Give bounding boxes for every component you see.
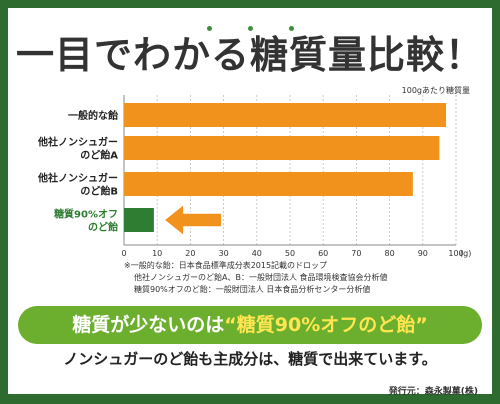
footnote-2: 他社ノンシュガーのど飴A、B：一般財団法人 食品環境検査協会分析値 bbox=[134, 273, 388, 282]
category-label: のど飴B bbox=[80, 185, 118, 198]
arrow-left-icon bbox=[162, 202, 223, 238]
bar bbox=[124, 136, 440, 160]
x-tick-label: 60 bbox=[318, 249, 328, 258]
dot-icon bbox=[206, 26, 212, 31]
unit-note: 100gあたり糖質量 bbox=[401, 86, 470, 95]
x-tick-label: 80 bbox=[385, 249, 395, 258]
publisher: 発行元：森永製菓(株) bbox=[388, 387, 478, 397]
x-tick-label: 0 bbox=[121, 249, 126, 258]
message-banner: 糖質が少ないのは“糖質90%オフのど飴” bbox=[18, 306, 482, 344]
footnote-1: ※一般的な飴：日本食品標準成分表2015記載のドロップ bbox=[124, 261, 328, 270]
category-label: のど飴A bbox=[80, 149, 118, 162]
footnotes: ※一般的な飴：日本食品標準成分表2015記載のドロップ 他社ノンシュガーのど飴A… bbox=[124, 260, 388, 296]
decorative-dots bbox=[0, 16, 500, 35]
category-label: 他社ノンシュガー bbox=[37, 136, 118, 149]
x-tick-label: 20 bbox=[185, 249, 195, 258]
dot-icon bbox=[247, 26, 253, 31]
x-tick-label: 90 bbox=[418, 249, 428, 258]
category-label: 糖質90%オフ bbox=[54, 208, 118, 221]
x-tick-label: 10 bbox=[152, 249, 162, 258]
x-tick-label: 40 bbox=[252, 249, 262, 258]
banner-highlight: “糖質90%オフのど飴” bbox=[224, 314, 428, 336]
banner-prefix: 糖質が少ないのは bbox=[72, 314, 225, 336]
x-unit-label: (g) bbox=[460, 249, 471, 258]
bar bbox=[124, 208, 154, 232]
x-tick-label: 30 bbox=[219, 249, 229, 258]
x-tick-label: 100 bbox=[448, 249, 463, 258]
category-label: のど飴 bbox=[88, 221, 118, 234]
category-label: 一般的な飴 bbox=[68, 109, 118, 122]
bar bbox=[124, 172, 413, 196]
x-tick-label: 50 bbox=[285, 249, 295, 258]
footnote-3: 糖質90%オフのど飴：一般財団法人 日本食品分析センター分析値 bbox=[134, 285, 371, 294]
bar bbox=[124, 103, 447, 127]
subtext: ノンシュガーのど飴も主成分は、糖質で出来ています。 bbox=[63, 350, 437, 368]
x-tick-label: 70 bbox=[351, 249, 361, 258]
category-label: 他社ノンシュガー bbox=[37, 172, 118, 185]
page-title: 一目でわかる糖質量比較！ bbox=[15, 33, 484, 77]
dot-icon bbox=[288, 26, 294, 31]
